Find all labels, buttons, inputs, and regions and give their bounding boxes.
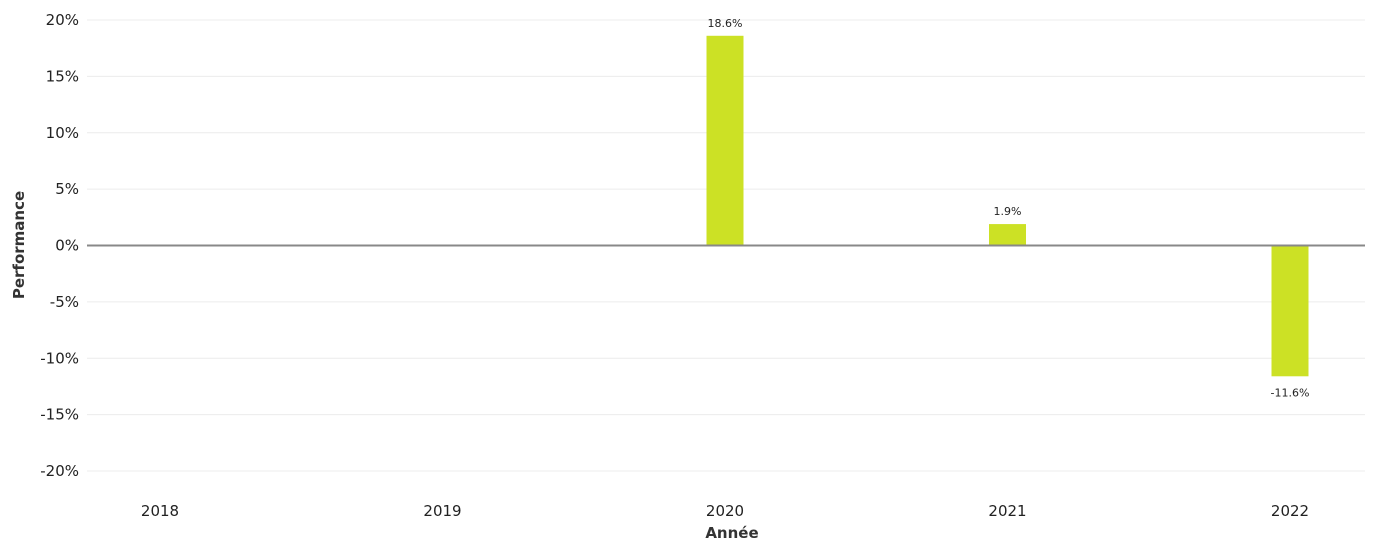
- y-axis-tick-labels: 20% 15% 10% 5% 0% -5% -10% -15% -20%: [40, 11, 79, 480]
- y-tick-label: -10%: [40, 349, 79, 367]
- bar: [989, 224, 1026, 246]
- x-tick-label: 2022: [1271, 502, 1309, 520]
- x-axis-title: Année: [705, 524, 758, 542]
- x-tick-label: 2019: [423, 502, 461, 520]
- x-axis-tick-labels: 2018 2019 2020 2021 2022: [141, 502, 1309, 520]
- bar: [706, 35, 744, 246]
- y-tick-label: 15%: [46, 67, 79, 85]
- data-labels: 18.6% 1.9% -11.6%: [708, 17, 1310, 400]
- y-tick-label: 0%: [55, 237, 79, 255]
- y-tick-label: 20%: [46, 11, 79, 29]
- y-tick-label: 10%: [46, 124, 79, 142]
- y-tick-label: -20%: [40, 462, 79, 480]
- y-tick-label: 5%: [55, 180, 79, 198]
- y-tick-label: -5%: [50, 293, 79, 311]
- x-tick-label: 2020: [706, 502, 744, 520]
- bar: [1271, 245, 1309, 377]
- y-axis-title: Performance: [10, 191, 28, 299]
- x-tick-label: 2018: [141, 502, 179, 520]
- y-tick-label: -15%: [40, 406, 79, 424]
- x-tick-label: 2021: [988, 502, 1026, 520]
- data-label: 1.9%: [994, 205, 1022, 218]
- data-label: -11.6%: [1271, 386, 1310, 399]
- data-label: 18.6%: [708, 17, 743, 30]
- bars: [706, 35, 1309, 377]
